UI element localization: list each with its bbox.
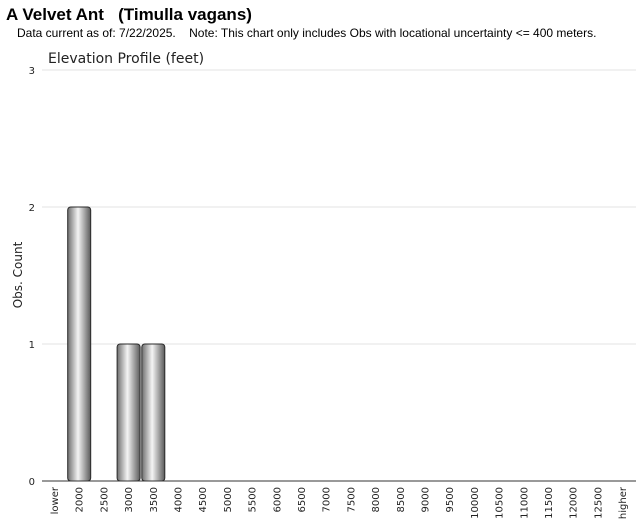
x-tick-label: 2000 xyxy=(75,487,86,512)
x-tick-label: higher xyxy=(618,486,629,519)
x-tick-label: 3000 xyxy=(124,487,135,512)
x-tick-label: 5000 xyxy=(223,487,234,512)
x-tick-label: 2500 xyxy=(99,487,110,512)
x-tick-label: 8500 xyxy=(396,487,407,512)
x-tick-label: 10000 xyxy=(470,487,481,519)
y-tick-label: 2 xyxy=(29,203,35,214)
x-tick-label: 4500 xyxy=(198,487,209,512)
x-tick-label: lower xyxy=(50,486,61,514)
x-tick-label: 3500 xyxy=(149,487,160,512)
bar-3500 xyxy=(141,343,166,482)
data-note: Data current as of: 7/22/2025. Note: Thi… xyxy=(17,26,597,40)
y-tick-label: 3 xyxy=(29,66,35,77)
x-tick-label: 12000 xyxy=(569,487,580,519)
x-tick-label: 6500 xyxy=(297,487,308,512)
bar-2000 xyxy=(67,206,92,482)
x-tick-label: 8000 xyxy=(371,487,382,512)
x-tick-label: 9000 xyxy=(421,487,432,512)
y-tick-label: 1 xyxy=(29,340,35,351)
bar-3000 xyxy=(116,343,141,482)
x-tick-label: 10500 xyxy=(495,487,506,519)
x-tick-label: 7500 xyxy=(346,487,357,512)
y-tick-label: 0 xyxy=(29,477,35,488)
chart-title: Elevation Profile (feet) xyxy=(48,51,204,67)
x-tick-label: 6000 xyxy=(272,487,283,512)
x-tick-label: 11500 xyxy=(544,487,555,519)
x-tick-label: 7000 xyxy=(322,487,333,512)
x-tick-label: 4000 xyxy=(174,487,185,512)
x-tick-label: 11000 xyxy=(519,487,530,519)
x-tick-label: 5500 xyxy=(248,487,259,512)
x-tick-label: 9500 xyxy=(445,487,456,512)
page-title: A Velvet Ant (Timulla vagans) xyxy=(6,5,252,24)
y-axis-label: Obs. Count xyxy=(11,241,25,308)
x-tick-label: 12500 xyxy=(593,487,604,519)
